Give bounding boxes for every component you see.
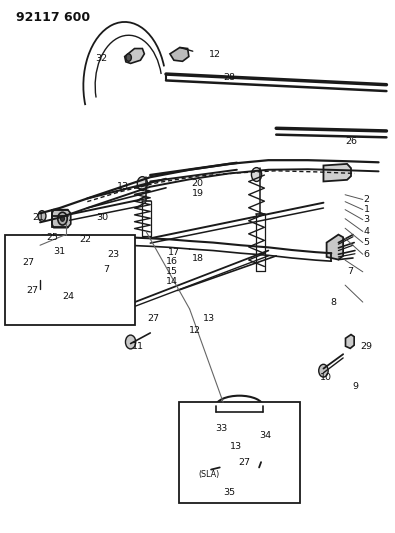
Text: 13: 13 bbox=[230, 442, 242, 451]
Circle shape bbox=[137, 176, 147, 190]
Polygon shape bbox=[62, 272, 75, 276]
Text: 26: 26 bbox=[345, 137, 357, 146]
Polygon shape bbox=[327, 235, 343, 260]
Text: 23: 23 bbox=[107, 250, 119, 259]
Circle shape bbox=[126, 335, 136, 349]
Polygon shape bbox=[324, 164, 351, 181]
Text: 16: 16 bbox=[166, 257, 178, 266]
Circle shape bbox=[237, 429, 242, 435]
Text: 24: 24 bbox=[62, 292, 74, 301]
Polygon shape bbox=[39, 260, 56, 281]
Text: 15: 15 bbox=[166, 268, 178, 276]
Circle shape bbox=[60, 216, 64, 221]
Bar bbox=[5, 235, 135, 325]
Circle shape bbox=[319, 365, 328, 377]
Circle shape bbox=[235, 443, 243, 454]
Text: 27: 27 bbox=[22, 259, 34, 267]
Polygon shape bbox=[52, 209, 71, 228]
Text: 11: 11 bbox=[132, 342, 144, 351]
Circle shape bbox=[126, 54, 132, 61]
Circle shape bbox=[58, 212, 67, 225]
Text: 19: 19 bbox=[192, 189, 203, 198]
Polygon shape bbox=[346, 335, 354, 349]
Text: (SLA): (SLA) bbox=[199, 471, 220, 479]
Circle shape bbox=[233, 476, 238, 482]
Polygon shape bbox=[250, 428, 260, 438]
Text: 22: 22 bbox=[79, 235, 91, 244]
Text: 30: 30 bbox=[96, 213, 108, 222]
Text: 27: 27 bbox=[147, 314, 160, 323]
Text: 13: 13 bbox=[203, 314, 215, 323]
Text: 1: 1 bbox=[364, 205, 370, 214]
Text: 14: 14 bbox=[166, 277, 178, 286]
Polygon shape bbox=[220, 458, 259, 477]
Polygon shape bbox=[170, 47, 189, 61]
Text: 17: 17 bbox=[168, 248, 180, 257]
Text: 7: 7 bbox=[103, 265, 109, 273]
Circle shape bbox=[252, 167, 261, 181]
Text: 12: 12 bbox=[189, 326, 201, 335]
Bar bbox=[179, 402, 300, 503]
Circle shape bbox=[38, 211, 46, 221]
Text: 20: 20 bbox=[192, 179, 203, 188]
Text: 27: 27 bbox=[26, 286, 38, 295]
Text: 5: 5 bbox=[364, 238, 370, 247]
Text: 13: 13 bbox=[117, 182, 129, 191]
Text: 33: 33 bbox=[215, 424, 227, 433]
Text: 10: 10 bbox=[320, 373, 332, 382]
Text: 4: 4 bbox=[364, 227, 370, 236]
Polygon shape bbox=[231, 441, 248, 457]
Text: 3: 3 bbox=[364, 215, 370, 224]
Text: 25: 25 bbox=[46, 233, 58, 243]
Text: 8: 8 bbox=[330, 297, 336, 306]
Text: 32: 32 bbox=[95, 54, 107, 62]
Text: 18: 18 bbox=[192, 254, 204, 263]
Text: 27: 27 bbox=[239, 458, 251, 466]
Text: 34: 34 bbox=[259, 431, 271, 440]
Text: 31: 31 bbox=[53, 247, 65, 256]
Circle shape bbox=[66, 265, 72, 273]
Circle shape bbox=[66, 271, 72, 280]
Text: 21: 21 bbox=[32, 213, 45, 222]
Text: 35: 35 bbox=[224, 488, 236, 497]
Text: 2: 2 bbox=[364, 195, 370, 204]
Polygon shape bbox=[125, 49, 144, 63]
Text: 7: 7 bbox=[347, 268, 353, 276]
Circle shape bbox=[36, 289, 44, 300]
Text: 92117 600: 92117 600 bbox=[17, 11, 90, 24]
Polygon shape bbox=[62, 266, 75, 270]
Polygon shape bbox=[228, 426, 251, 439]
Text: 9: 9 bbox=[352, 382, 358, 391]
Text: 12: 12 bbox=[209, 51, 221, 59]
Text: 28: 28 bbox=[223, 73, 235, 82]
Circle shape bbox=[233, 424, 245, 440]
Polygon shape bbox=[38, 260, 68, 282]
Text: 6: 6 bbox=[364, 250, 370, 259]
Polygon shape bbox=[19, 248, 58, 290]
Text: 29: 29 bbox=[361, 342, 373, 351]
